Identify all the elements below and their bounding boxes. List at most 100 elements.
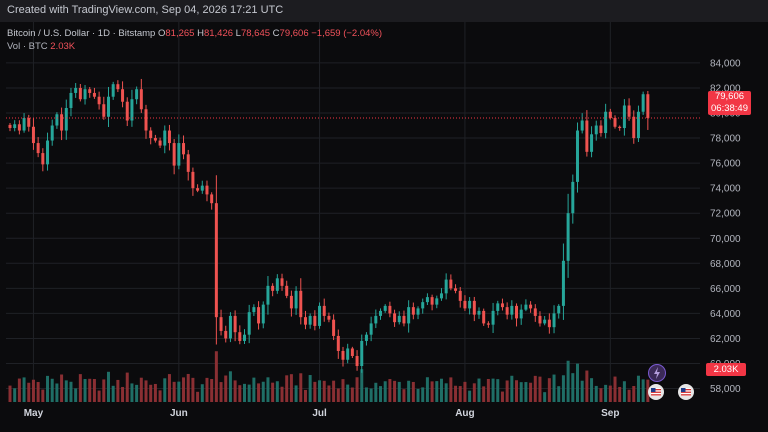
- candle-body: [350, 348, 354, 356]
- volume-bar: [364, 387, 368, 402]
- candle-body: [594, 125, 598, 135]
- volume-bar: [153, 383, 157, 402]
- volume-bar: [210, 379, 214, 402]
- candle-body: [552, 313, 556, 328]
- close-value: 79,606: [279, 28, 309, 39]
- candle-body: [496, 303, 500, 311]
- candle-body: [454, 288, 458, 291]
- volume-bar: [186, 373, 190, 402]
- volume-bar: [622, 381, 626, 402]
- bar-countdown: 06:38:49: [711, 103, 748, 114]
- volume-bar: [196, 391, 200, 402]
- candle-body: [289, 295, 293, 309]
- candle-body: [205, 185, 209, 195]
- volume-bar: [111, 385, 115, 402]
- candle-body: [439, 293, 443, 299]
- volume-bar: [557, 386, 561, 402]
- candle-body: [182, 143, 186, 155]
- us-flag-event-icon[interactable]: [678, 384, 694, 400]
- volume-bar: [275, 381, 279, 402]
- volume-bar: [177, 381, 181, 402]
- candle-body: [69, 92, 73, 108]
- candle-body: [575, 130, 579, 182]
- candle-body: [247, 312, 251, 335]
- volume-bar: [393, 380, 397, 402]
- candle-body: [97, 96, 101, 105]
- volume-bar: [336, 388, 340, 402]
- volume-bar: [332, 380, 336, 402]
- candle-body: [482, 310, 486, 324]
- candle-body: [425, 297, 429, 303]
- candle-body: [252, 307, 256, 313]
- volume-bar: [31, 379, 35, 402]
- time-axis-tick-label: Jun: [170, 408, 188, 419]
- candle-body: [121, 89, 125, 102]
- volume-bar: [425, 377, 429, 402]
- candle-body: [510, 305, 514, 315]
- volume-bar: [430, 381, 434, 402]
- price-axis-tick-label: 64,000: [710, 309, 741, 320]
- volume-bar: [69, 381, 73, 402]
- candle-body: [585, 120, 589, 152]
- volume-bar: [163, 378, 167, 402]
- volume-bar: [318, 380, 322, 402]
- lightning-event-icon[interactable]: [648, 364, 666, 382]
- candle-body: [27, 118, 31, 127]
- volume-bar: [22, 377, 26, 402]
- volume-bar: [543, 392, 547, 402]
- volume-bar: [350, 387, 354, 402]
- volume-bar: [491, 378, 495, 402]
- volume-bar: [632, 385, 636, 402]
- volume-value: 2.03K: [50, 41, 76, 52]
- price-axis-tick-label: 72,000: [710, 209, 741, 220]
- candle-body: [224, 330, 228, 339]
- candles: [8, 78, 650, 373]
- time-axis-tick-label: Sep: [601, 408, 619, 419]
- price-axis-tick-label: 58,000: [710, 384, 741, 395]
- volume-bar: [552, 374, 556, 402]
- volume-bar: [88, 378, 92, 402]
- candle-body: [153, 138, 157, 141]
- candle-body: [64, 107, 68, 131]
- candle-body: [280, 278, 284, 286]
- price-axis-tick-label: 76,000: [710, 159, 741, 170]
- volume-bar: [618, 386, 622, 402]
- candle-body: [543, 319, 547, 324]
- volume-bar: [566, 360, 570, 402]
- candle-body: [590, 134, 594, 152]
- candle-body: [228, 315, 232, 339]
- candle-body: [547, 319, 551, 328]
- volume-bar: [505, 380, 509, 402]
- volume-bar: [533, 375, 537, 402]
- candle-body: [219, 317, 223, 331]
- volume-bar: [83, 379, 87, 402]
- us-flag-event-icon[interactable]: [648, 384, 664, 400]
- volume-tag: 2.03K: [706, 363, 746, 376]
- volume-bar: [524, 382, 528, 402]
- candle-body: [341, 350, 345, 360]
- candle-body: [17, 124, 21, 131]
- candle-body: [299, 290, 303, 318]
- candle-body: [13, 124, 17, 129]
- price-axis-tick-label: 74,000: [710, 184, 741, 195]
- volume-bar: [228, 371, 232, 402]
- volume-bar: [257, 383, 261, 402]
- candle-body: [125, 101, 129, 121]
- volume-bar: [74, 388, 78, 402]
- price-axis-tick-label: 62,000: [710, 334, 741, 345]
- volume-bar: [172, 381, 176, 402]
- volume-bar: [214, 351, 218, 402]
- candle-body: [158, 140, 162, 146]
- volume-bar: [135, 384, 139, 402]
- volume-bar: [200, 384, 204, 402]
- price-axis-tick-label: 84,000: [710, 58, 741, 69]
- time-axis[interactable]: May Jun Jul Aug Sep: [24, 408, 620, 419]
- volume-bar: [477, 378, 481, 402]
- candle-body: [463, 300, 467, 309]
- volume-bar: [125, 372, 129, 402]
- candle-body: [130, 99, 134, 121]
- candle-body: [599, 125, 603, 134]
- volume-bar: [411, 381, 415, 402]
- candle-body: [397, 315, 401, 323]
- volume-legend: Vol · BTC 2.03K: [7, 41, 75, 52]
